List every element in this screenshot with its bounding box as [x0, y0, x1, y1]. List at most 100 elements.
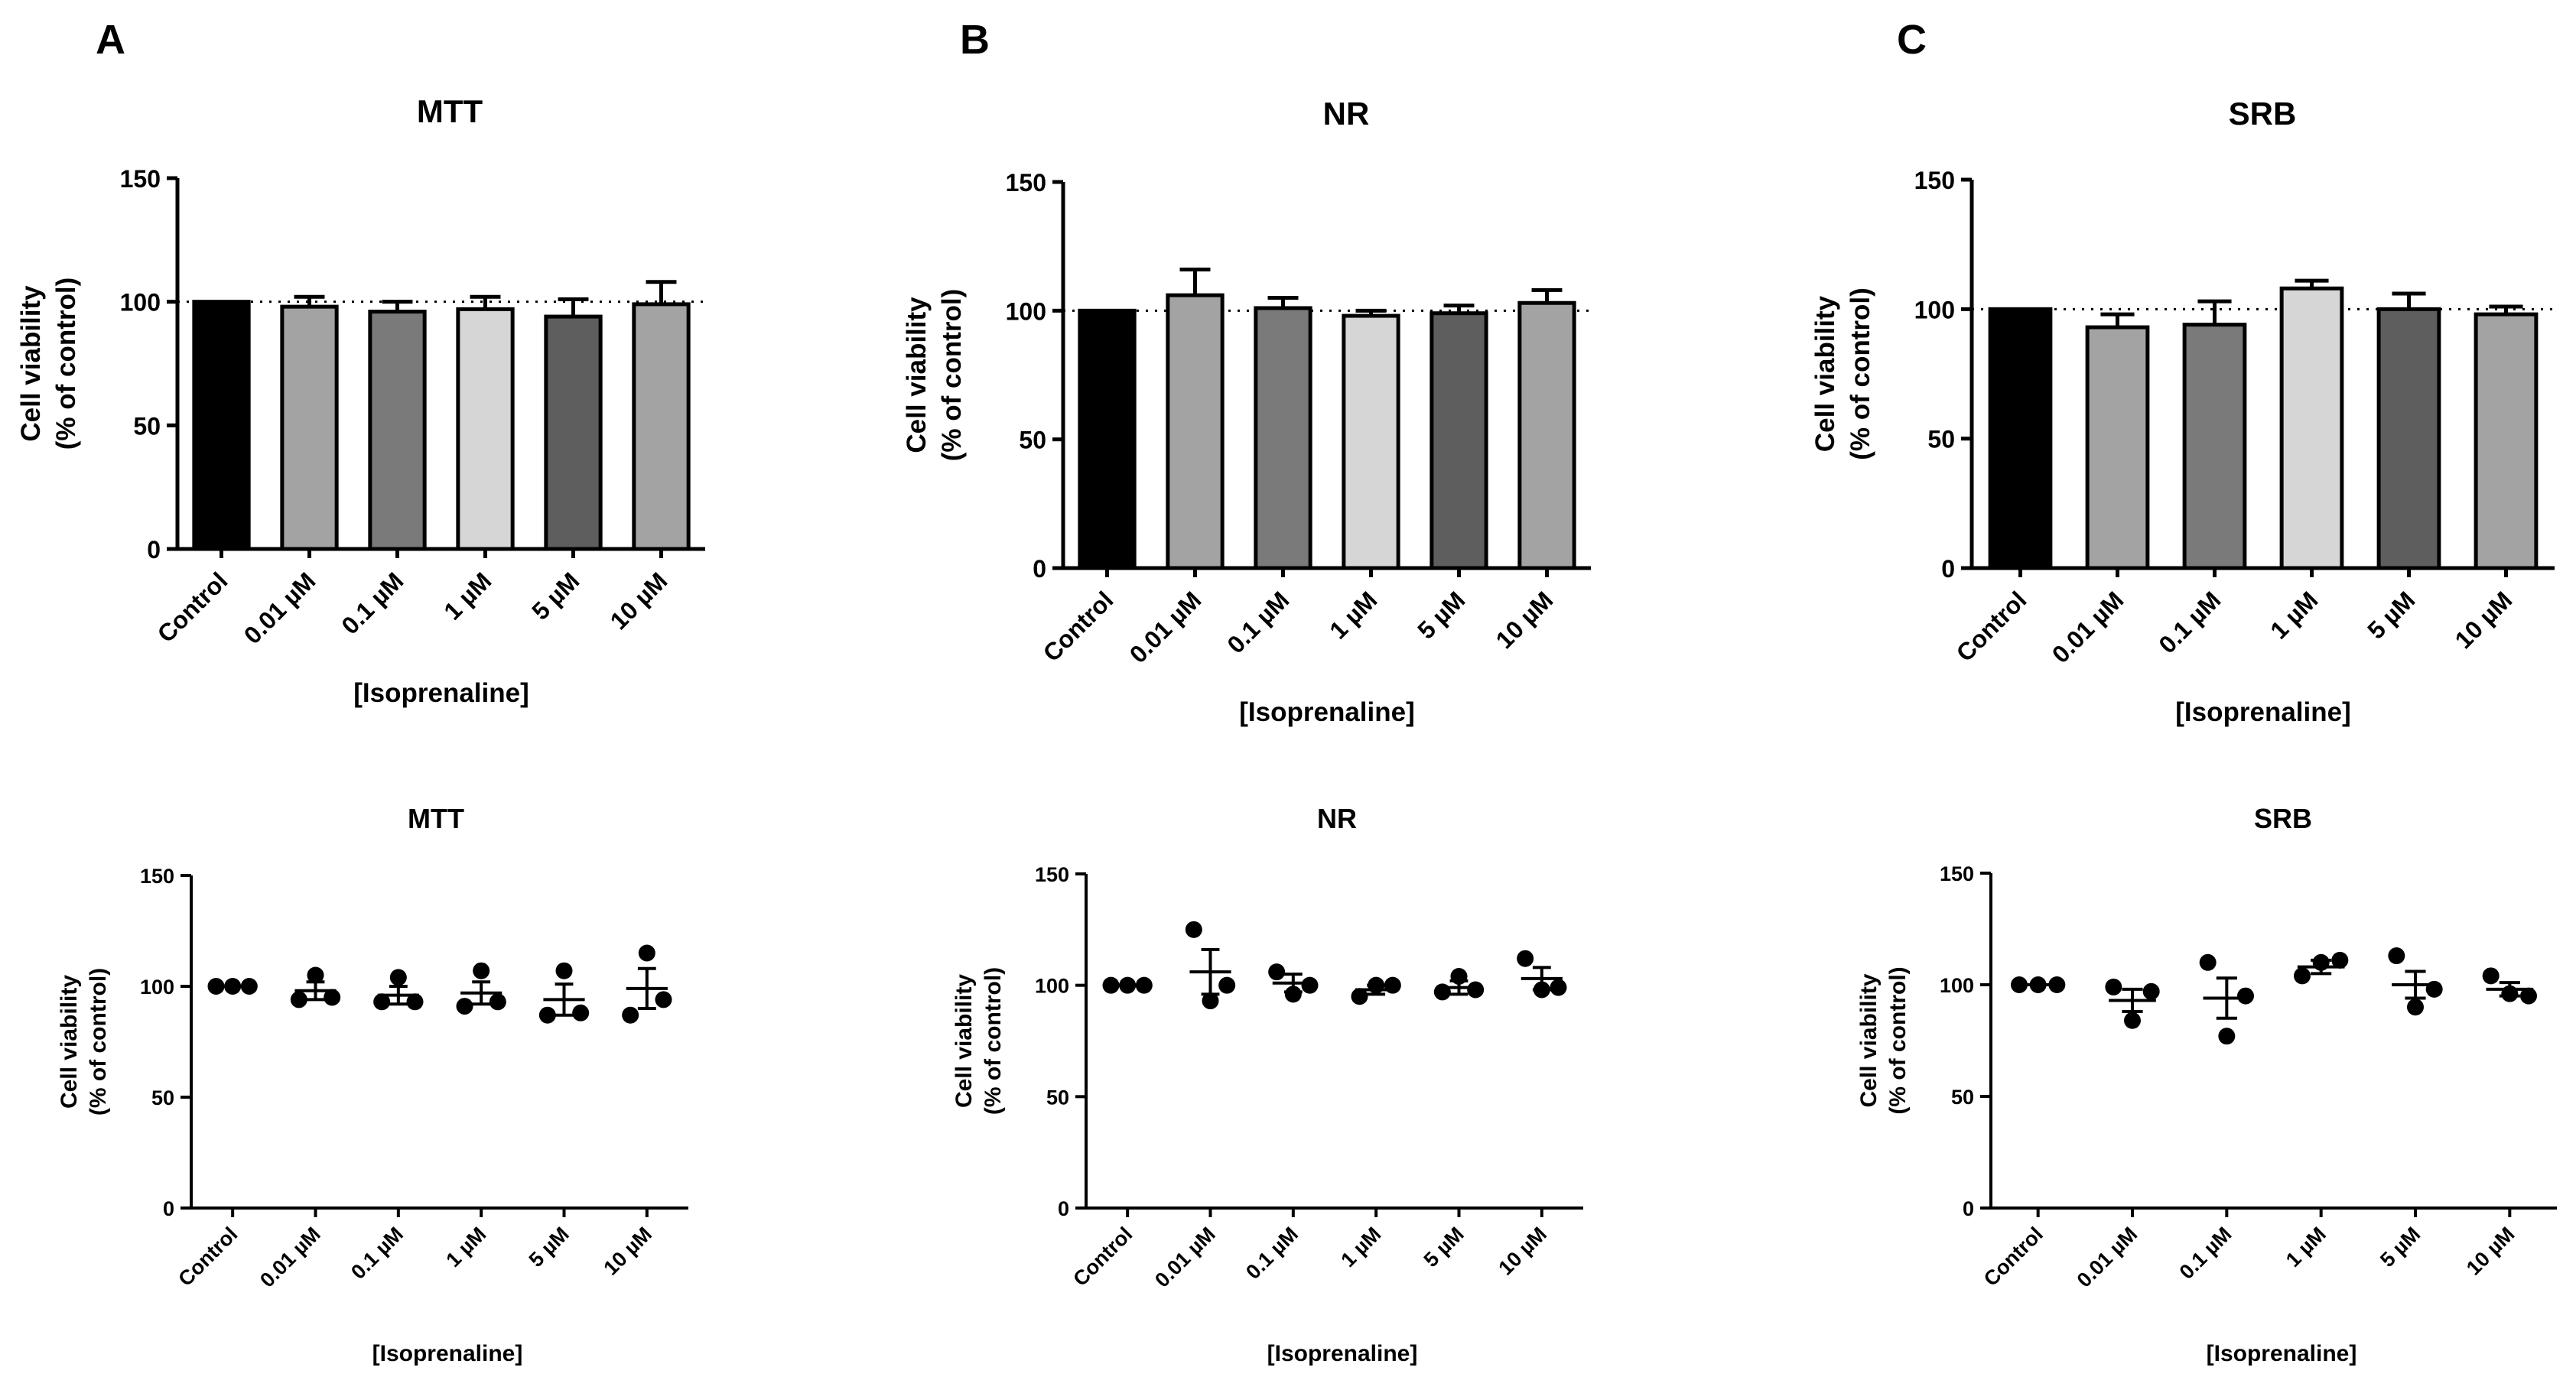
data-point — [456, 998, 473, 1015]
bar — [1988, 307, 2053, 570]
x-tick-label: 10 µM — [2462, 1223, 2519, 1280]
bar — [280, 304, 339, 551]
data-point — [2520, 987, 2537, 1005]
data-point — [2199, 953, 2217, 971]
bar — [1166, 293, 1225, 570]
data-point — [1467, 981, 1485, 999]
data-point — [324, 989, 341, 1006]
x-tick-label: 5 µM — [1420, 1223, 1469, 1271]
bar — [368, 310, 427, 551]
x-tick-label: 5 µM — [525, 1223, 574, 1271]
data-point — [406, 993, 424, 1011]
data-point — [1102, 976, 1120, 994]
x-tick-label: 10 µM — [1494, 1223, 1551, 1280]
data-point — [1135, 976, 1153, 994]
y-tick-label: 150 — [1006, 169, 1046, 196]
chart-title: SRB — [2254, 803, 2312, 834]
bar — [1517, 300, 1576, 570]
data-point — [2142, 982, 2160, 1000]
x-tick-label: 0.01 µM — [1124, 586, 1207, 668]
y-tick-label: 100 — [120, 289, 161, 317]
data-point — [1202, 992, 1219, 1010]
data-point — [555, 962, 573, 979]
data-point — [2501, 985, 2519, 1002]
bar — [1078, 308, 1137, 570]
x-axis-label: [Isoprenaline] — [2207, 1341, 2357, 1366]
data-point — [2124, 1012, 2141, 1029]
bar — [1342, 313, 1400, 570]
data-point — [489, 993, 506, 1011]
chart-C-bar: SRB 0 50 100 150 Control 0.01 µM 0.1 µM 1 µM 5 µM… — [1810, 96, 2555, 727]
x-tick-label: 0.1 µM — [1221, 586, 1294, 658]
data-point — [2294, 967, 2311, 985]
x-tick-label: 10 µM — [1491, 586, 1559, 654]
y-tick-label: 50 — [1019, 427, 1046, 454]
data-point — [1450, 968, 1468, 986]
bar — [632, 302, 691, 551]
panel-letter-a: A — [96, 17, 125, 63]
y-axis-label: (% of control) — [51, 278, 81, 450]
data-point — [655, 991, 672, 1008]
data-point — [2331, 951, 2349, 969]
data-point — [638, 944, 655, 962]
x-tick-label: 1 µM — [441, 1223, 490, 1271]
data-point — [224, 978, 242, 995]
data-point — [2218, 1028, 2236, 1045]
x-tick-label: 10 µM — [599, 1223, 656, 1280]
x-axis-label: [Isoprenaline] — [1267, 1341, 1418, 1366]
x-tick-label: 0.01 µM — [2073, 1223, 2142, 1292]
chart-title: MTT — [417, 93, 483, 129]
y-axis-label: (% of control) — [1885, 966, 1911, 1114]
y-tick-label: 50 — [151, 1086, 174, 1109]
data-point — [2029, 976, 2047, 993]
data-point — [307, 966, 324, 984]
y-tick-label: 150 — [1940, 862, 1974, 885]
x-tick-label: 10 µM — [2450, 586, 2518, 654]
x-axis-label: [Isoprenaline] — [372, 1341, 523, 1366]
data-point — [1533, 981, 1550, 999]
data-point — [1351, 988, 1368, 1005]
x-axis-label: [Isoprenaline] — [1239, 697, 1414, 727]
y-tick-label: 50 — [1951, 1086, 1974, 1109]
data-point — [2048, 976, 2066, 993]
y-tick-label: 150 — [120, 165, 161, 193]
y-tick-label: 100 — [1035, 975, 1069, 998]
x-tick-label: 1 µM — [2265, 586, 2323, 644]
y-axis-label: Cell viability — [951, 974, 977, 1108]
chart-B-dot: NR 0 50 100 150 Control 0.01 µM 0.1 µM 1 µM 5 µM 1… — [951, 803, 1583, 1366]
y-tick-label: 100 — [1914, 296, 1955, 323]
y-tick-label: 0 — [147, 536, 161, 563]
data-point — [1268, 963, 1286, 981]
y-tick-label: 0 — [1941, 555, 1955, 583]
x-tick-label: 5 µM — [2376, 1223, 2425, 1271]
y-tick-label: 50 — [133, 412, 161, 440]
x-axis-label: [Isoprenaline] — [353, 678, 529, 708]
data-point — [290, 991, 307, 1008]
data-point — [1284, 986, 1302, 1003]
x-tick-label: 10 µM — [605, 567, 673, 635]
y-axis-label: (% of control) — [1846, 287, 1875, 460]
x-tick-label: Control — [1951, 586, 2032, 667]
chart-title: NR — [1323, 96, 1370, 132]
chart-title: SRB — [2229, 96, 2297, 132]
chart-A-bar: MTT 0 50 100 150 Control 0.01 µM 0.1 µM 1 µM 5 µM… — [16, 93, 705, 708]
panel-letter-c: C — [1897, 17, 1927, 63]
bar — [456, 307, 515, 551]
y-axis-label: Cell viability — [1856, 973, 1882, 1107]
data-point — [1384, 976, 1401, 994]
x-tick-label: Control — [1979, 1223, 2047, 1291]
x-tick-label: Control — [152, 567, 233, 648]
data-point — [2105, 978, 2122, 995]
data-point — [207, 978, 225, 995]
data-point — [2425, 980, 2443, 998]
data-point — [2388, 947, 2405, 965]
bar — [2279, 286, 2344, 570]
x-tick-label: 1 µM — [1324, 586, 1382, 644]
bar — [2085, 325, 2150, 570]
bar — [544, 314, 603, 551]
x-tick-label: Control — [1068, 1223, 1137, 1291]
y-axis-label: (% of control) — [981, 967, 1006, 1115]
x-tick-label: 5 µM — [1412, 586, 1470, 644]
